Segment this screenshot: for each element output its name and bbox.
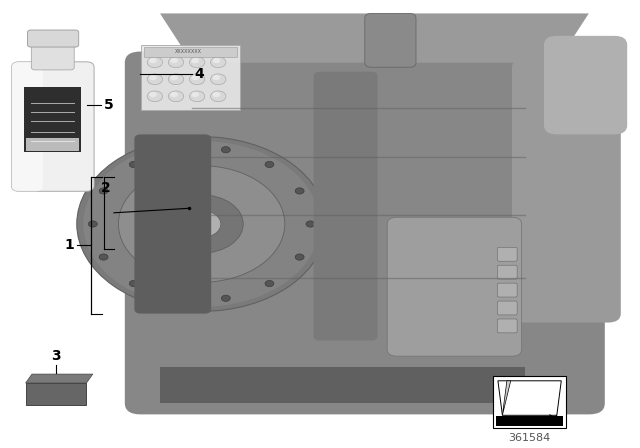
Circle shape	[147, 74, 163, 85]
Polygon shape	[141, 45, 240, 110]
Circle shape	[189, 91, 205, 102]
Circle shape	[221, 146, 230, 153]
Circle shape	[191, 58, 199, 63]
FancyBboxPatch shape	[387, 217, 522, 356]
Circle shape	[129, 161, 138, 168]
Circle shape	[168, 74, 184, 85]
Circle shape	[83, 141, 320, 307]
FancyBboxPatch shape	[12, 62, 43, 191]
Circle shape	[147, 57, 163, 68]
Circle shape	[99, 188, 108, 194]
Circle shape	[118, 166, 285, 282]
Circle shape	[168, 91, 184, 102]
Circle shape	[149, 75, 157, 80]
Circle shape	[170, 92, 178, 97]
Circle shape	[306, 221, 315, 227]
Circle shape	[170, 58, 178, 63]
Bar	[26, 138, 79, 151]
FancyBboxPatch shape	[497, 283, 517, 297]
Circle shape	[170, 75, 178, 80]
Circle shape	[99, 254, 108, 260]
Polygon shape	[160, 367, 525, 403]
Circle shape	[211, 57, 226, 68]
Text: 1: 1	[65, 238, 74, 252]
Text: 361584: 361584	[508, 433, 551, 443]
Circle shape	[149, 58, 157, 63]
Bar	[144, 47, 237, 57]
Circle shape	[189, 57, 205, 68]
Circle shape	[191, 75, 199, 80]
Circle shape	[173, 146, 182, 153]
Circle shape	[173, 295, 182, 302]
Text: 2: 2	[101, 181, 111, 195]
Circle shape	[129, 280, 138, 287]
Circle shape	[189, 74, 205, 85]
Text: 5: 5	[104, 98, 113, 112]
Circle shape	[191, 92, 199, 97]
Circle shape	[168, 57, 184, 68]
Circle shape	[88, 221, 97, 227]
FancyBboxPatch shape	[31, 40, 74, 70]
Circle shape	[160, 195, 243, 253]
FancyBboxPatch shape	[134, 134, 211, 314]
Polygon shape	[498, 381, 561, 415]
FancyBboxPatch shape	[497, 265, 517, 279]
FancyBboxPatch shape	[12, 62, 94, 191]
Circle shape	[77, 137, 326, 311]
FancyBboxPatch shape	[28, 30, 79, 47]
FancyBboxPatch shape	[125, 52, 605, 414]
Polygon shape	[26, 374, 93, 383]
Circle shape	[265, 161, 274, 168]
Circle shape	[212, 58, 220, 63]
Text: 3: 3	[51, 349, 61, 363]
Bar	[24, 87, 81, 152]
Bar	[493, 376, 566, 428]
Text: XXXXXXXX: XXXXXXXX	[175, 49, 202, 54]
FancyBboxPatch shape	[512, 58, 621, 323]
Polygon shape	[502, 381, 511, 415]
FancyBboxPatch shape	[544, 36, 627, 134]
FancyBboxPatch shape	[314, 72, 378, 340]
FancyBboxPatch shape	[365, 13, 416, 67]
Text: 4: 4	[195, 67, 204, 81]
FancyBboxPatch shape	[497, 319, 517, 333]
Polygon shape	[26, 383, 86, 405]
Circle shape	[212, 92, 220, 97]
Circle shape	[295, 188, 304, 194]
FancyBboxPatch shape	[497, 301, 517, 315]
Circle shape	[221, 295, 230, 302]
Circle shape	[211, 74, 226, 85]
Circle shape	[265, 280, 274, 287]
Circle shape	[149, 92, 157, 97]
Circle shape	[212, 75, 220, 80]
Bar	[496, 416, 563, 426]
Circle shape	[295, 254, 304, 260]
Circle shape	[147, 91, 163, 102]
Circle shape	[211, 91, 226, 102]
Polygon shape	[160, 13, 589, 63]
FancyBboxPatch shape	[497, 247, 517, 261]
Circle shape	[182, 211, 221, 237]
